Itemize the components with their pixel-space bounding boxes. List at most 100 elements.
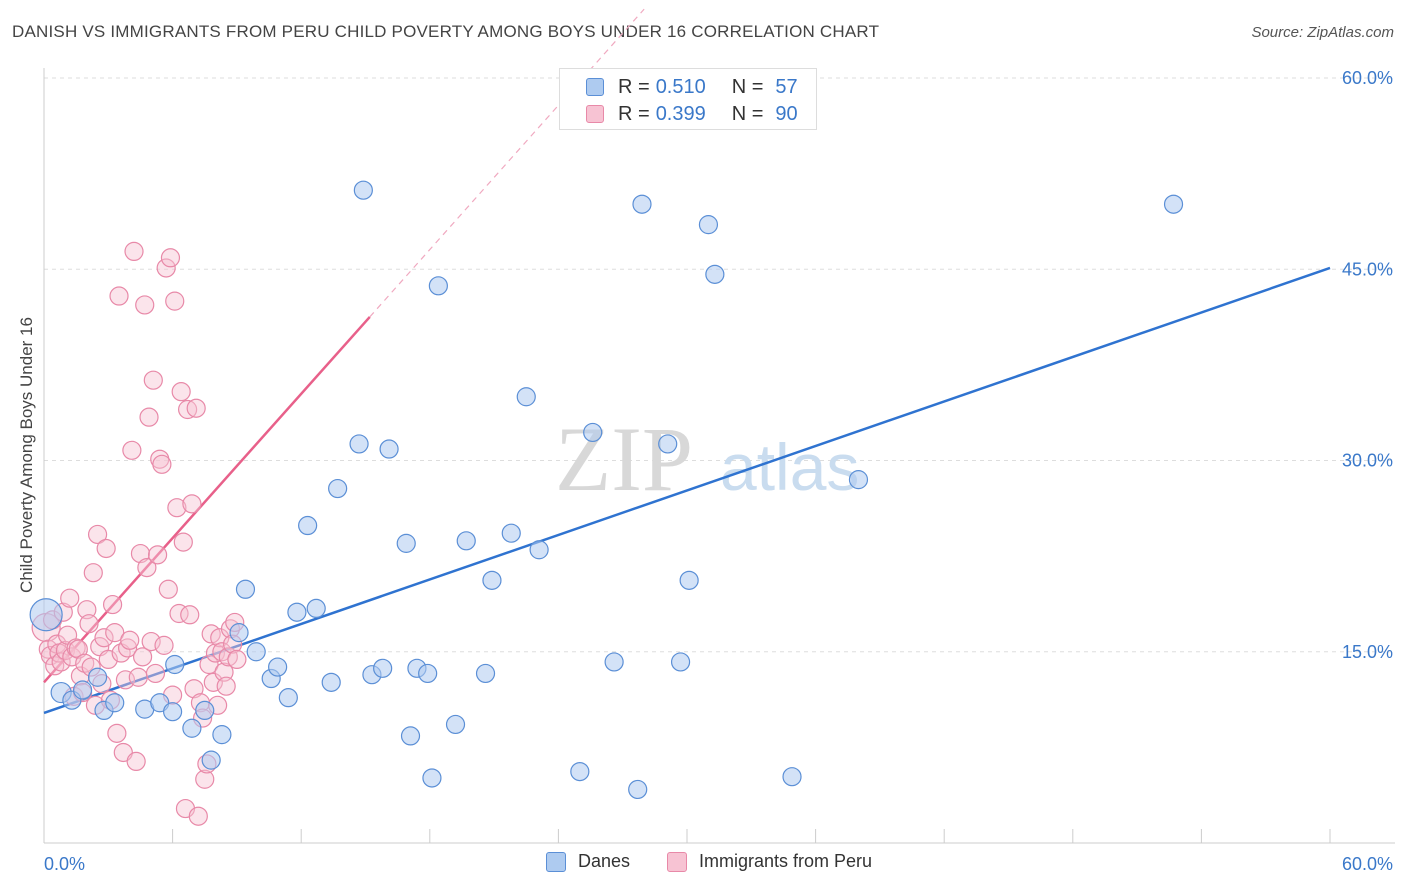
peru-point — [51, 652, 71, 672]
peru-point — [143, 370, 163, 390]
legend-n-value: 57 — [775, 75, 798, 98]
danes-point — [670, 652, 691, 672]
danes-point — [418, 663, 438, 684]
danes-point — [501, 523, 521, 543]
danes-point — [482, 570, 502, 590]
bottom-legend-peru-label: Immigrants from Peru — [699, 851, 873, 871]
bottom-legend-danes: Danes — [546, 851, 630, 872]
peru-point — [124, 241, 144, 261]
peru-point — [154, 635, 174, 655]
danes-point — [349, 434, 369, 454]
danes-trendline — [43, 266, 1331, 715]
peru-point — [182, 494, 202, 514]
bottom-legend-danes-label: Danes — [578, 851, 631, 871]
danes-point — [604, 652, 624, 672]
bottom-legend: Danes Immigrants from Peru — [0, 851, 1406, 877]
peru-point — [184, 679, 204, 699]
danes-point — [422, 768, 442, 788]
danes-point — [298, 515, 318, 536]
peru-point — [105, 623, 125, 643]
peru-point — [102, 594, 123, 615]
danes-point — [246, 642, 266, 662]
danes-point — [195, 700, 215, 721]
peru-point — [216, 676, 236, 696]
danes-point — [201, 750, 221, 770]
peru-swatch — [586, 105, 604, 123]
danes-point — [1163, 194, 1184, 214]
y-tick-label: 15.0% — [1342, 642, 1393, 662]
danes-point — [400, 726, 421, 746]
peru-point — [83, 563, 103, 583]
peru-point — [205, 643, 226, 663]
danes-point — [235, 579, 256, 599]
peru-point — [139, 407, 159, 427]
bottom-legend-peru: Immigrants from Peru — [667, 851, 872, 872]
peru-point — [160, 248, 181, 268]
legend-row-danes: R = 0.510 N = 57 — [586, 74, 798, 100]
peru-point — [77, 600, 97, 620]
peru-point — [227, 649, 247, 670]
chart-source: Source: ZipAtlas.com — [1251, 24, 1394, 41]
peru-point — [212, 642, 232, 662]
legend-row-peru: R = 0.399 N = 90 — [586, 101, 798, 127]
danes-point — [848, 470, 869, 490]
danes-swatch — [546, 851, 566, 872]
gridlines — [44, 77, 1395, 653]
danes-point — [658, 434, 678, 454]
danes-swatch — [586, 78, 604, 96]
danes-point — [87, 667, 108, 687]
legend-r-label: R = — [618, 75, 650, 98]
peru-point — [195, 769, 215, 789]
peru-point — [94, 628, 114, 648]
peru-point — [96, 538, 116, 559]
y-tick-label: 60.0% — [1342, 68, 1393, 88]
peru-point — [109, 286, 129, 306]
danes-point — [445, 714, 466, 735]
danes-point — [379, 439, 399, 459]
peru-point — [180, 605, 200, 625]
peru-swatch — [667, 851, 687, 872]
peru-point — [117, 638, 138, 658]
peru-point — [199, 654, 219, 675]
danes-point — [278, 688, 298, 708]
danes-point — [782, 767, 802, 787]
y-tick-label: 45.0% — [1342, 259, 1393, 279]
peru-point — [188, 806, 208, 826]
peru-point — [60, 588, 80, 608]
danes-point — [306, 598, 326, 619]
y-tick-label: 30.0% — [1342, 451, 1393, 471]
y-axis-label: Child Poverty Among Boys Under 16 — [17, 317, 36, 593]
peru-point — [165, 291, 185, 311]
watermark-atlas: atlas — [720, 430, 859, 504]
danes-point — [373, 658, 393, 678]
danes-point — [353, 180, 373, 200]
danes-point — [287, 602, 307, 622]
peru-point — [135, 295, 155, 315]
legend: R = 0.510 N = 57 R = 0.399 N = 90 — [559, 68, 817, 130]
danes-point — [705, 264, 725, 284]
peru-point — [158, 579, 178, 599]
x-tick-label: 0.0% — [44, 854, 85, 874]
legend-r-value: 0.510 — [655, 75, 706, 98]
peru-point — [79, 614, 99, 634]
tick-labels: 15.0% 30.0% 45.0% 60.0% 0.0% 60.0% — [44, 68, 1393, 874]
danes-point — [698, 215, 719, 235]
danes-point — [72, 680, 93, 700]
danes-point — [396, 533, 416, 553]
danes-point — [165, 654, 185, 675]
danes-point — [583, 422, 603, 443]
legend-n-label: N = — [731, 102, 764, 125]
legend-n-label: N = — [731, 75, 764, 98]
danes-point — [229, 623, 249, 643]
danes-point — [163, 702, 183, 722]
danes-point — [632, 194, 652, 214]
legend-r-value: 0.399 — [655, 102, 706, 125]
peru-point — [128, 667, 148, 687]
danes-point — [628, 779, 648, 800]
peru-point — [87, 524, 108, 545]
danes-point — [182, 718, 202, 738]
peru-point — [141, 631, 161, 652]
danes-point — [29, 598, 63, 632]
danes-point — [529, 540, 549, 560]
